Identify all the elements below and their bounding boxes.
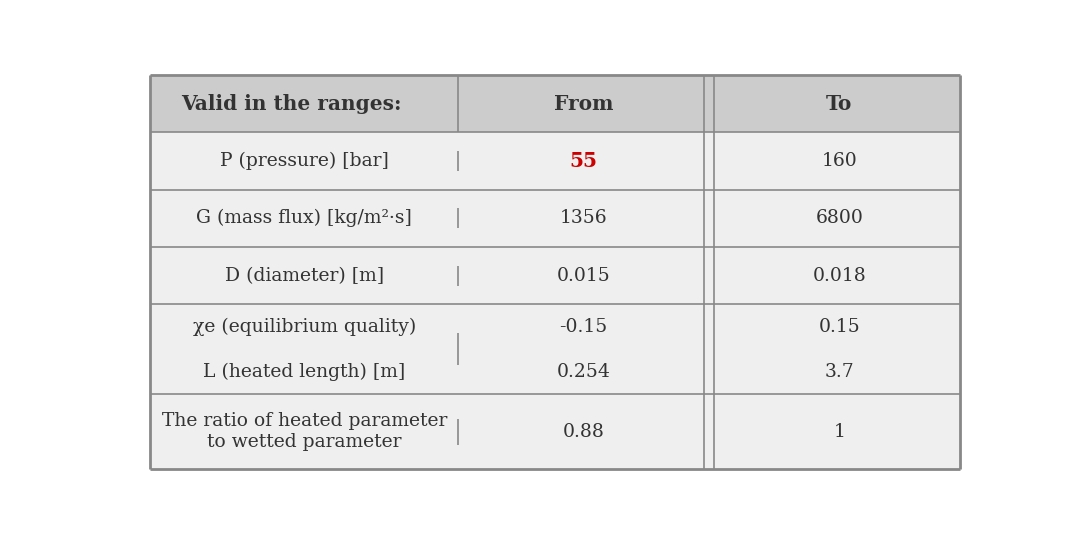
Text: 3.7: 3.7 (824, 363, 854, 381)
Bar (708, 133, 960, 190)
Text: 0.15: 0.15 (819, 317, 860, 336)
Bar (708, 75, 960, 133)
Bar (708, 190, 960, 247)
Bar (458, 394, 708, 469)
Bar (151, 75, 458, 133)
Bar (151, 133, 458, 190)
Text: P (pressure) [bar]: P (pressure) [bar] (220, 152, 389, 170)
Bar (151, 304, 458, 394)
Bar (458, 133, 708, 190)
Text: 55: 55 (570, 151, 598, 171)
Text: 0.254: 0.254 (557, 363, 611, 381)
Text: The ratio of heated parameter
to wetted parameter: The ratio of heated parameter to wetted … (161, 412, 447, 451)
Text: 160: 160 (821, 152, 857, 170)
Text: 6800: 6800 (815, 209, 863, 227)
Text: 0.88: 0.88 (562, 423, 604, 441)
Bar (708, 304, 960, 394)
Text: From: From (553, 94, 613, 114)
Bar (458, 75, 708, 133)
Bar (708, 247, 960, 304)
Text: 1356: 1356 (560, 209, 608, 227)
Text: -0.15: -0.15 (559, 317, 608, 336)
Text: D (diameter) [m]: D (diameter) [m] (224, 267, 383, 285)
Bar (458, 247, 708, 304)
Text: G (mass flux) [kg/m²·s]: G (mass flux) [kg/m²·s] (196, 209, 413, 227)
Text: Valid in the ranges:: Valid in the ranges: (181, 94, 402, 114)
Text: χe (equilibrium quality): χe (equilibrium quality) (193, 317, 416, 336)
Text: 1: 1 (833, 423, 845, 441)
Text: 0.018: 0.018 (812, 267, 866, 285)
Bar (458, 190, 708, 247)
Bar (151, 394, 458, 469)
Text: L (heated length) [m]: L (heated length) [m] (204, 363, 405, 381)
Bar (708, 394, 960, 469)
Bar (151, 247, 458, 304)
Text: To: To (826, 94, 852, 114)
Bar (458, 304, 708, 394)
Bar (151, 190, 458, 247)
Text: 0.015: 0.015 (557, 267, 610, 285)
